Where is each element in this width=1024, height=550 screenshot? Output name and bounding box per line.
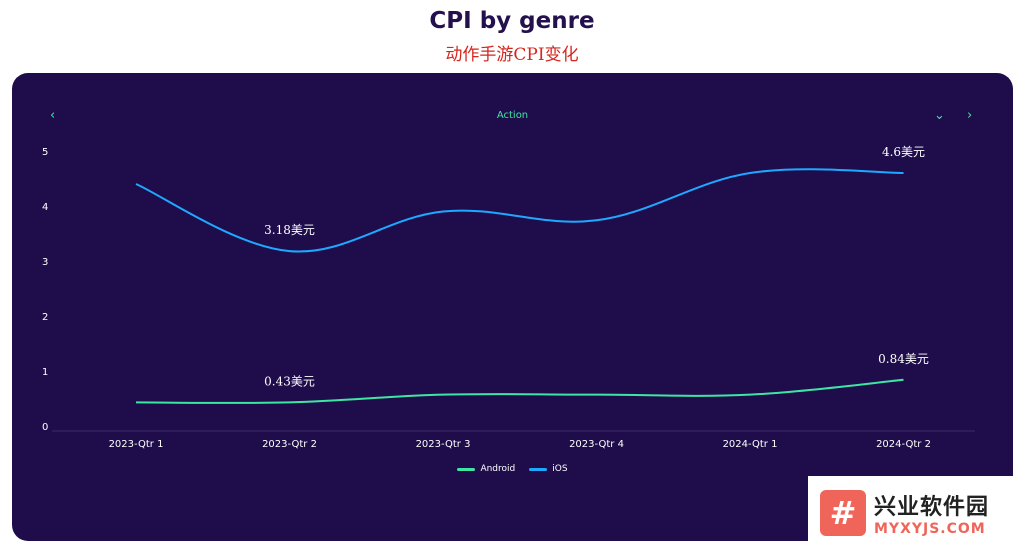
legend: Android iOS	[12, 464, 1013, 474]
y-tick-label: 1	[42, 367, 48, 378]
data-label-ios: 3.18美元	[264, 223, 315, 237]
genre-filter-label[interactable]: Action	[496, 110, 529, 121]
watermark-url: MYXYJS.COM	[874, 521, 986, 537]
x-axis: 2023-Qtr 1 2023-Qtr 2 2023-Qtr 3 2023-Qtr 4…	[52, 430, 975, 450]
chevron-right-icon[interactable]: ›	[967, 108, 973, 123]
data-label-android: 0.43美元	[264, 374, 315, 388]
data-label-layer: 0.43美元 0.84美元 3.18美元 4.6美元	[264, 145, 929, 388]
series-line-android	[135, 378, 904, 404]
watermark-name: 兴业软件园	[874, 495, 990, 520]
y-tick-label: 3	[42, 257, 48, 268]
page-title: CPI by genre	[429, 8, 595, 34]
y-axis: 0 1 2 3 4 5	[42, 147, 48, 433]
x-tick-label: 2023-Qtr 3	[416, 439, 471, 450]
y-tick-label: 2	[42, 312, 48, 323]
x-tick-label: 2023-Qtr 2	[262, 439, 317, 450]
y-tick-label: 0	[42, 422, 48, 433]
legend-swatch	[529, 467, 548, 471]
x-tick-label: 2024-Qtr 1	[723, 439, 778, 450]
x-tick-label: 2024-Qtr 2	[876, 439, 931, 450]
chart-card: ‹ Action ⌄ › 0 1 2 3 4 5 2023-Qtr 1 2023-Qtr 2…	[12, 73, 1013, 541]
legend-item-ios[interactable]: iOS	[529, 464, 568, 474]
legend-label: iOS	[552, 464, 568, 474]
watermark-logo: #	[820, 490, 866, 536]
x-tick-label: 2023-Qtr 4	[569, 439, 624, 450]
x-tick-label: 2023-Qtr 1	[109, 439, 164, 450]
watermark: # 兴业软件园 MYXYJS.COM	[808, 476, 1024, 550]
chevron-down-icon[interactable]: ⌄	[934, 108, 945, 123]
data-label-ios: 4.6美元	[882, 145, 925, 159]
series-line-ios	[135, 168, 904, 253]
series-layer	[135, 168, 904, 404]
legend-item-android[interactable]: Android	[457, 464, 515, 474]
y-tick-label: 4	[42, 202, 48, 213]
legend-swatch	[457, 467, 476, 471]
chevron-left-icon[interactable]: ‹	[50, 108, 56, 123]
page-subtitle: 动作手游CPI变化	[445, 45, 579, 65]
legend-label: Android	[480, 464, 516, 474]
y-tick-label: 5	[42, 147, 48, 158]
data-label-android: 0.84美元	[878, 352, 929, 366]
